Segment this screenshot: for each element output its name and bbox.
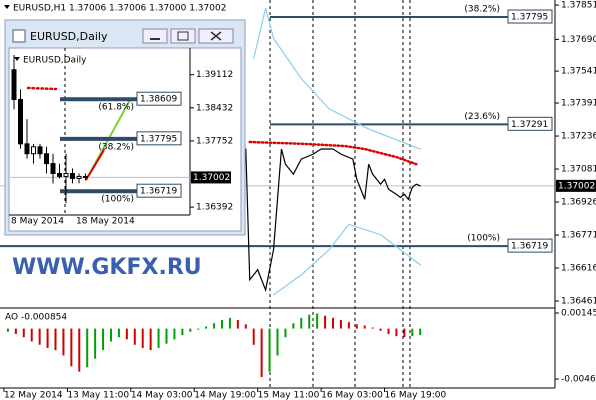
y-tick-label: 1.39112 [196, 70, 233, 80]
minimize-button[interactable] [142, 28, 168, 44]
y-tick-label: 1.38432 [196, 103, 233, 113]
y-tick-label: 1.36616 [561, 264, 596, 274]
level-ratio: (100%) [467, 234, 500, 244]
series-line [272, 223, 421, 296]
y-tick-label: 1.36771 [561, 231, 596, 241]
y-tick-label: 1.37391 [561, 99, 596, 109]
inset-plot [8, 47, 242, 232]
x-tick-label: 14 May 03:00 [131, 391, 193, 400]
y-tick-label: 1.37541 [561, 67, 596, 77]
level-box [136, 91, 182, 106]
main-panel: EURUSD,H1 1.37006 1.37006 1.37000 1.3700… [0, 0, 555, 388]
last-price-box [191, 171, 231, 184]
series-line [253, 7, 421, 150]
candle-body [76, 175, 82, 179]
trend-line [85, 149, 105, 181]
candle-body [83, 175, 88, 178]
level-box [136, 183, 182, 198]
level-label: 1.36719 [140, 187, 177, 197]
candle-body [57, 172, 62, 177]
series-line [248, 140, 418, 166]
level-label: 1.37795 [140, 134, 177, 144]
x-tick-label: 16 May 19:00 [385, 391, 447, 400]
y-tick-label: 1.36392 [196, 203, 233, 213]
inset-title: EURUSD,Daily [23, 56, 87, 66]
candle-body [63, 172, 69, 177]
button-glyph [177, 31, 189, 41]
y-tick-label: 0.00145 [561, 309, 596, 319]
level-box [136, 131, 182, 146]
y-tick-label: 1.36461 [561, 297, 596, 307]
level-label: 1.37291 [511, 120, 548, 130]
last-price-label: 1.37002 [193, 173, 230, 183]
y-tick-label: 1.36926 [561, 198, 596, 208]
y-tick-label: 1.37752 [196, 136, 233, 146]
y-tick-label: 1.37081 [561, 165, 596, 175]
watermark: WWW.GKFX.RU [12, 255, 202, 280]
level-box [507, 116, 553, 131]
candle-body [50, 163, 56, 174]
inset-window: EURUSD,Daily EURUSD,Daily 1.39112 1.38432… [4, 19, 246, 236]
chart-title: EURUSD,H1 1.37006 1.37006 1.37000 1.3700… [13, 4, 226, 14]
candle-body [11, 69, 17, 100]
ao-title: AO -0.000854 [5, 313, 67, 323]
title-icon [4, 5, 10, 9]
level-label: 1.36719 [511, 242, 548, 252]
candle-body [37, 146, 43, 155]
level-box [507, 9, 553, 24]
x-tick-label: 12 May 2014 [4, 391, 63, 400]
x-tick-label: 14 May 19:00 [194, 391, 256, 400]
candle-body [31, 146, 36, 155]
x-tick-label: 15 May 11:00 [258, 391, 320, 400]
level-ratio: (38.2%) [464, 5, 500, 15]
y-tick-label: -0.004692 [561, 375, 596, 385]
y-tick-label: 1.37690 [561, 35, 596, 45]
last-price-box [556, 179, 596, 192]
level-ratio: (61.8%) [98, 103, 134, 113]
x-tick-label: 18 May 2014 [76, 217, 135, 227]
last-price-label: 1.37002 [558, 181, 595, 191]
title-icon [14, 57, 20, 61]
window-title: EURUSD,Daily [30, 30, 108, 43]
y-tick-label: 1.37236 [561, 132, 596, 142]
candle-body [18, 98, 23, 145]
level-label: 1.37795 [511, 13, 548, 23]
indicator-dots [26, 86, 58, 91]
button-glyph [210, 31, 222, 41]
level-label: 1.38609 [140, 95, 177, 105]
level-ratio: (100%) [101, 195, 134, 205]
window-icon [12, 29, 26, 43]
candle-body [44, 153, 49, 165]
y-tick-label: 1.37851 [561, 1, 596, 11]
level-box [507, 238, 553, 253]
x-tick-label: 16 May 03:00 [321, 391, 383, 400]
x-tick-label: 8 May 2014 [11, 217, 64, 227]
level-ratio: (23.6%) [464, 112, 500, 122]
maximize-button[interactable] [170, 28, 196, 44]
x-tick-label: 13 May 11:00 [67, 391, 129, 400]
candle-body [70, 172, 75, 179]
series-line [245, 148, 421, 293]
level-ratio: (38.2%) [98, 142, 134, 152]
candle-body [24, 143, 30, 155]
